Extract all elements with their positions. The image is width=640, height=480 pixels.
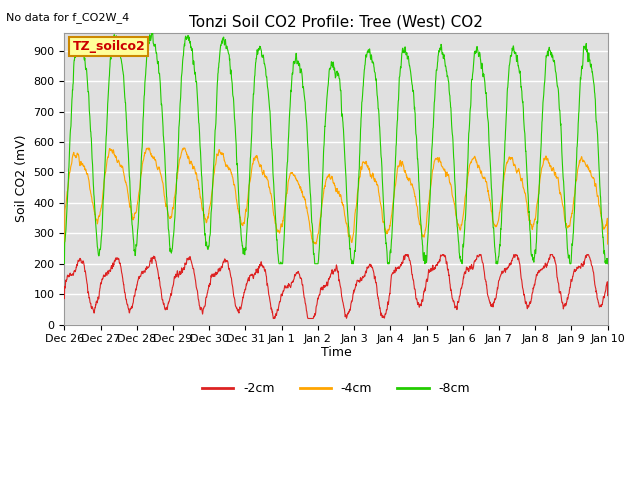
Legend: -2cm, -4cm, -8cm: -2cm, -4cm, -8cm — [197, 377, 476, 400]
X-axis label: Time: Time — [321, 346, 351, 359]
Text: No data for f_CO2W_4: No data for f_CO2W_4 — [6, 12, 130, 23]
Y-axis label: Soil CO2 (mV): Soil CO2 (mV) — [15, 135, 28, 222]
Title: Tonzi Soil CO2 Profile: Tree (West) CO2: Tonzi Soil CO2 Profile: Tree (West) CO2 — [189, 15, 483, 30]
Text: TZ_soilco2: TZ_soilco2 — [72, 40, 145, 53]
